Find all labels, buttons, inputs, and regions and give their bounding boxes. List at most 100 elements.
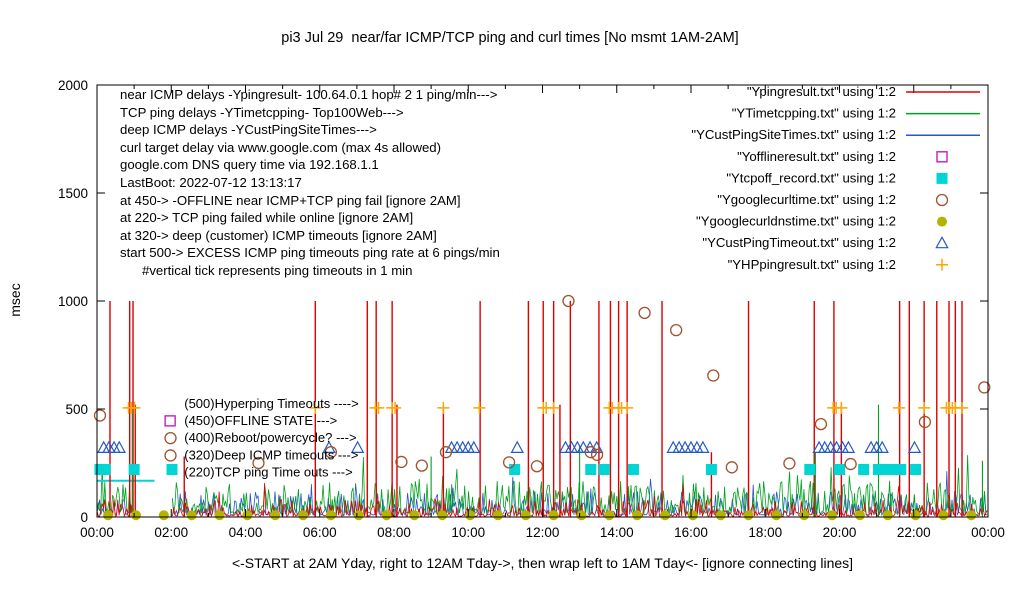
deep-icmp-timeout-marker bbox=[678, 440, 692, 453]
deep-icmp-timeout-marker bbox=[812, 440, 826, 453]
x-tick-label: 18:00 bbox=[748, 525, 782, 540]
x-tick-label: 22:00 bbox=[897, 525, 931, 540]
plot-border bbox=[96, 84, 989, 518]
dns-time-marker bbox=[298, 510, 309, 521]
deep-icmp-timeout-marker bbox=[875, 440, 889, 453]
dns-time-marker bbox=[660, 510, 671, 521]
y-tick-label: 500 bbox=[65, 402, 88, 417]
legend-label: "Ygooglecurldnstime.txt" using 1:2 bbox=[696, 214, 896, 229]
chart-title: pi3 Jul 29 near/far ICMP/TCP ping and cu… bbox=[281, 30, 739, 46]
dns-time-marker bbox=[799, 510, 810, 521]
plot-annotation-line: start 500-> EXCESS ICMP ping timeouts pi… bbox=[120, 245, 500, 261]
curl-time-marker bbox=[707, 369, 720, 382]
legend-label: "Yofflineresult.txt" using 1:2 bbox=[737, 149, 896, 164]
dns-time-marker bbox=[381, 510, 392, 521]
tcp-offline-marker bbox=[887, 463, 899, 475]
tcp-offline-marker bbox=[858, 463, 870, 475]
deep-icmp-timeout-marker bbox=[907, 440, 922, 453]
dns-time-marker bbox=[548, 510, 559, 521]
dns-time-marker bbox=[771, 510, 782, 521]
legend-label: "YCustPingSiteTimes.txt" using 1:2 bbox=[691, 127, 896, 142]
deep-icmp-timeout-marker bbox=[455, 440, 470, 453]
level-label: (450)OFFLINE STATE ---> bbox=[184, 413, 337, 428]
y-axis-label: msec bbox=[7, 283, 23, 317]
x-tick-label: 08:00 bbox=[377, 525, 411, 540]
legend-marker bbox=[937, 216, 947, 227]
tcp-offline-marker bbox=[627, 463, 639, 475]
dns-time-marker bbox=[325, 510, 336, 521]
deep-icmp-timeout-marker bbox=[564, 440, 579, 453]
legend-marker bbox=[935, 235, 949, 249]
deep-icmp-timeout-marker bbox=[450, 440, 464, 453]
plot-annotation-line: deep ICMP delays -YCustPingSiteTimes---> bbox=[120, 122, 377, 138]
curl-time-marker bbox=[439, 446, 453, 459]
tcp-offline-marker bbox=[872, 463, 884, 475]
x-tick-label: 02:00 bbox=[154, 525, 188, 540]
hyperping-timeout-marker bbox=[547, 401, 560, 414]
hyperping-timeout-marker bbox=[835, 401, 848, 414]
curl-time-marker bbox=[530, 460, 544, 473]
dns-time-marker bbox=[576, 510, 587, 521]
dns-time-marker bbox=[687, 510, 698, 521]
x-tick-label: 04:00 bbox=[229, 525, 263, 540]
dns-time-marker bbox=[492, 510, 503, 521]
curl-time-marker bbox=[164, 449, 177, 462]
dns-time-marker bbox=[632, 510, 643, 521]
hyperping-timeout-marker bbox=[473, 401, 486, 414]
hyperping-timeout-marker bbox=[128, 401, 141, 414]
dns-time-marker bbox=[882, 510, 893, 521]
deep-icmp-timeout-marker bbox=[510, 440, 524, 453]
curl-time-marker bbox=[93, 409, 107, 422]
curl-time-marker bbox=[562, 294, 575, 308]
x-tick-label: 00:00 bbox=[971, 525, 1005, 540]
level-label: (320)Deep ICMP timeouts ---> bbox=[184, 447, 358, 462]
legend-label: "YCustPingTimeout.txt" using 1:2 bbox=[702, 235, 896, 250]
deep-icmp-timeout-marker bbox=[666, 440, 680, 453]
hyperping-timeout-marker bbox=[389, 401, 402, 414]
dns-time-marker bbox=[437, 510, 448, 521]
dns-time-marker bbox=[520, 510, 531, 521]
level-label: (500)Hyperping Timeouts ----> bbox=[184, 396, 358, 411]
curl-time-marker bbox=[415, 459, 428, 472]
curl-time-marker bbox=[725, 461, 738, 474]
y-tick-label: 2000 bbox=[58, 78, 88, 93]
plot-annotation-line: at 320-> deep (customer) ICMP timeouts [… bbox=[120, 227, 437, 243]
curl-time-marker bbox=[252, 456, 265, 470]
hyperping-timeout-marker bbox=[956, 401, 969, 414]
tcp-offline-marker bbox=[834, 463, 845, 475]
x-tick-label: 16:00 bbox=[674, 525, 708, 540]
deep-icmp-timeout-marker bbox=[576, 440, 591, 453]
deep-icmp-timeout-marker bbox=[835, 440, 850, 453]
curl-time-marker bbox=[590, 448, 604, 461]
curl-time-marker bbox=[584, 446, 597, 459]
curl-time-marker bbox=[978, 381, 991, 394]
legend-label: "Ygooglecurltime.txt" using 1:2 bbox=[717, 192, 896, 207]
hyperping-timeout-marker bbox=[309, 401, 322, 414]
dns-time-marker bbox=[186, 510, 197, 521]
deep-icmp-timeout-marker bbox=[696, 440, 710, 453]
plot-annotation-line: google.com DNS query time via 192.168.1.… bbox=[120, 157, 379, 173]
tcp-offline-marker bbox=[509, 463, 521, 475]
plot-annotation-line: at 450-> -OFFLINE near ICMP+TCP ping fai… bbox=[120, 192, 461, 208]
tcp-offline-marker bbox=[804, 463, 816, 475]
dns-time-marker bbox=[130, 510, 141, 521]
hyperping-timeout-marker bbox=[892, 401, 905, 414]
dns-time-marker bbox=[270, 510, 281, 521]
tcp-offline-marker bbox=[705, 463, 717, 475]
tcp-offline-marker bbox=[585, 463, 597, 475]
dns-time-marker bbox=[854, 510, 865, 521]
curl-time-marker bbox=[324, 446, 338, 459]
dns-time-marker bbox=[103, 510, 114, 521]
legend-label: "Ytcpoff_record.txt" using 1:2 bbox=[726, 170, 896, 185]
y-tick-label: 1000 bbox=[58, 294, 88, 309]
tcp-offline-marker bbox=[880, 463, 892, 475]
deep-icmp-timeout-marker bbox=[684, 440, 698, 453]
hyperping-timeout-marker bbox=[372, 401, 385, 414]
x-tick-label: 20:00 bbox=[823, 525, 857, 540]
dns-time-marker bbox=[938, 510, 949, 521]
plot-annotation-line: LastBoot: 2022-07-12 13:13:17 bbox=[120, 174, 302, 190]
x-tick-label: 10:00 bbox=[451, 525, 485, 540]
plot-annotation-line: at 220-> TCP ping failed while online [i… bbox=[120, 210, 414, 226]
